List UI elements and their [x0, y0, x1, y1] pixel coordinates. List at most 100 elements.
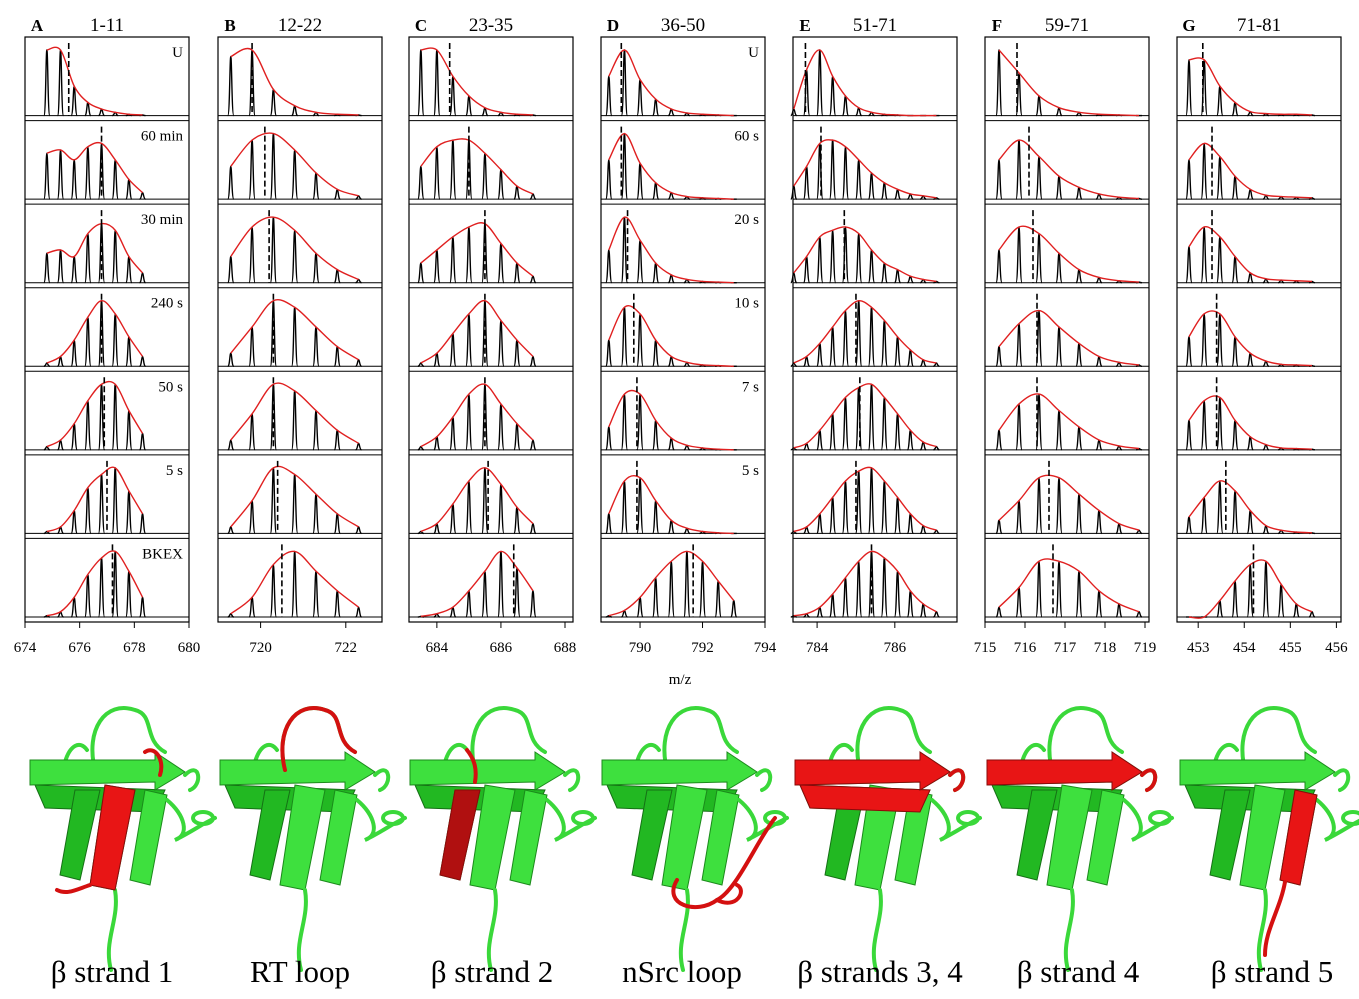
- row-label: 30 min: [141, 212, 184, 228]
- row-label: 7 s: [742, 379, 759, 395]
- peak: [606, 340, 612, 366]
- peak: [869, 173, 875, 199]
- peak: [1016, 501, 1022, 534]
- peak: [830, 230, 836, 282]
- envelope: [1189, 58, 1312, 115]
- peak: [140, 273, 146, 283]
- peak: [112, 468, 118, 534]
- peak: [44, 153, 50, 199]
- peak: [292, 150, 298, 199]
- peak: [514, 507, 520, 533]
- peak: [881, 481, 887, 533]
- row-label: 50 s: [158, 379, 183, 395]
- peak: [869, 468, 875, 534]
- peak: [466, 314, 472, 366]
- peak: [530, 356, 536, 366]
- envelope: [609, 134, 734, 200]
- peak: [637, 80, 643, 116]
- peak: [1186, 517, 1192, 533]
- peak: [292, 307, 298, 366]
- peak: [126, 571, 132, 617]
- peak: [85, 317, 91, 366]
- peak: [530, 524, 536, 534]
- peak: [1036, 96, 1042, 116]
- peak: [530, 276, 536, 283]
- peak: [791, 186, 797, 199]
- peak: [112, 384, 118, 450]
- peak: [450, 237, 456, 283]
- panel-title: 23-35: [469, 15, 513, 36]
- envelope: [609, 476, 734, 534]
- peak: [856, 388, 862, 450]
- peak: [530, 194, 536, 199]
- peak: [482, 571, 488, 617]
- row-label: 5 s: [166, 463, 183, 479]
- peak: [1116, 604, 1122, 617]
- x-tick-label: 784: [806, 640, 829, 656]
- peak: [292, 230, 298, 282]
- peak: [1056, 478, 1062, 534]
- envelope: [609, 306, 734, 367]
- peak: [356, 527, 362, 534]
- peak: [292, 474, 298, 533]
- peak: [1186, 60, 1192, 116]
- peak: [881, 558, 887, 617]
- peak: [1096, 510, 1102, 533]
- panel-title: 71-81: [1237, 15, 1281, 36]
- peak: [606, 514, 612, 534]
- structure: [987, 708, 1172, 970]
- peak: [140, 597, 146, 617]
- x-tick-label: 794: [754, 640, 777, 656]
- peak: [313, 494, 319, 533]
- peak: [637, 394, 643, 450]
- peak: [637, 163, 643, 199]
- peak: [356, 360, 362, 367]
- x-tick-label: 684: [426, 640, 449, 656]
- panel-title: 12-22: [278, 15, 322, 36]
- x-tick-label: 716: [1014, 640, 1037, 656]
- peak: [1232, 256, 1238, 282]
- peak: [895, 270, 901, 283]
- peak: [1056, 327, 1062, 366]
- peak: [498, 404, 504, 450]
- peak: [996, 160, 1002, 199]
- envelope: [794, 551, 937, 615]
- peak: [996, 347, 1002, 367]
- peak: [895, 571, 901, 617]
- peak: [996, 607, 1002, 617]
- peak: [715, 581, 721, 617]
- peak: [1016, 587, 1022, 617]
- x-tick-label: 453: [1187, 640, 1210, 656]
- peak: [1217, 86, 1223, 116]
- peak: [1186, 247, 1192, 283]
- peak: [621, 481, 627, 533]
- peak: [881, 320, 887, 366]
- peak: [140, 514, 146, 534]
- peak: [1136, 612, 1142, 617]
- structure: [1180, 708, 1359, 970]
- peak: [1016, 404, 1022, 450]
- peak: [1036, 157, 1042, 200]
- peak: [334, 514, 340, 534]
- peak: [895, 414, 901, 450]
- peak: [700, 561, 706, 617]
- peak: [830, 327, 836, 366]
- x-tick-label: 686: [490, 640, 513, 656]
- peak: [270, 217, 276, 283]
- peak: [637, 478, 643, 534]
- peak: [830, 497, 836, 533]
- peak: [313, 173, 319, 199]
- peak: [1076, 427, 1082, 450]
- peak: [606, 76, 612, 115]
- peak: [313, 253, 319, 283]
- peak: [498, 170, 504, 200]
- peak: [466, 227, 472, 283]
- x-tick-label: 455: [1279, 640, 1302, 656]
- peak: [856, 160, 862, 199]
- peak: [228, 166, 234, 199]
- peak: [606, 250, 612, 283]
- caption: RT loop: [250, 954, 350, 989]
- peak: [830, 140, 836, 199]
- panel-title: 59-71: [1045, 15, 1089, 36]
- peak: [1263, 561, 1269, 617]
